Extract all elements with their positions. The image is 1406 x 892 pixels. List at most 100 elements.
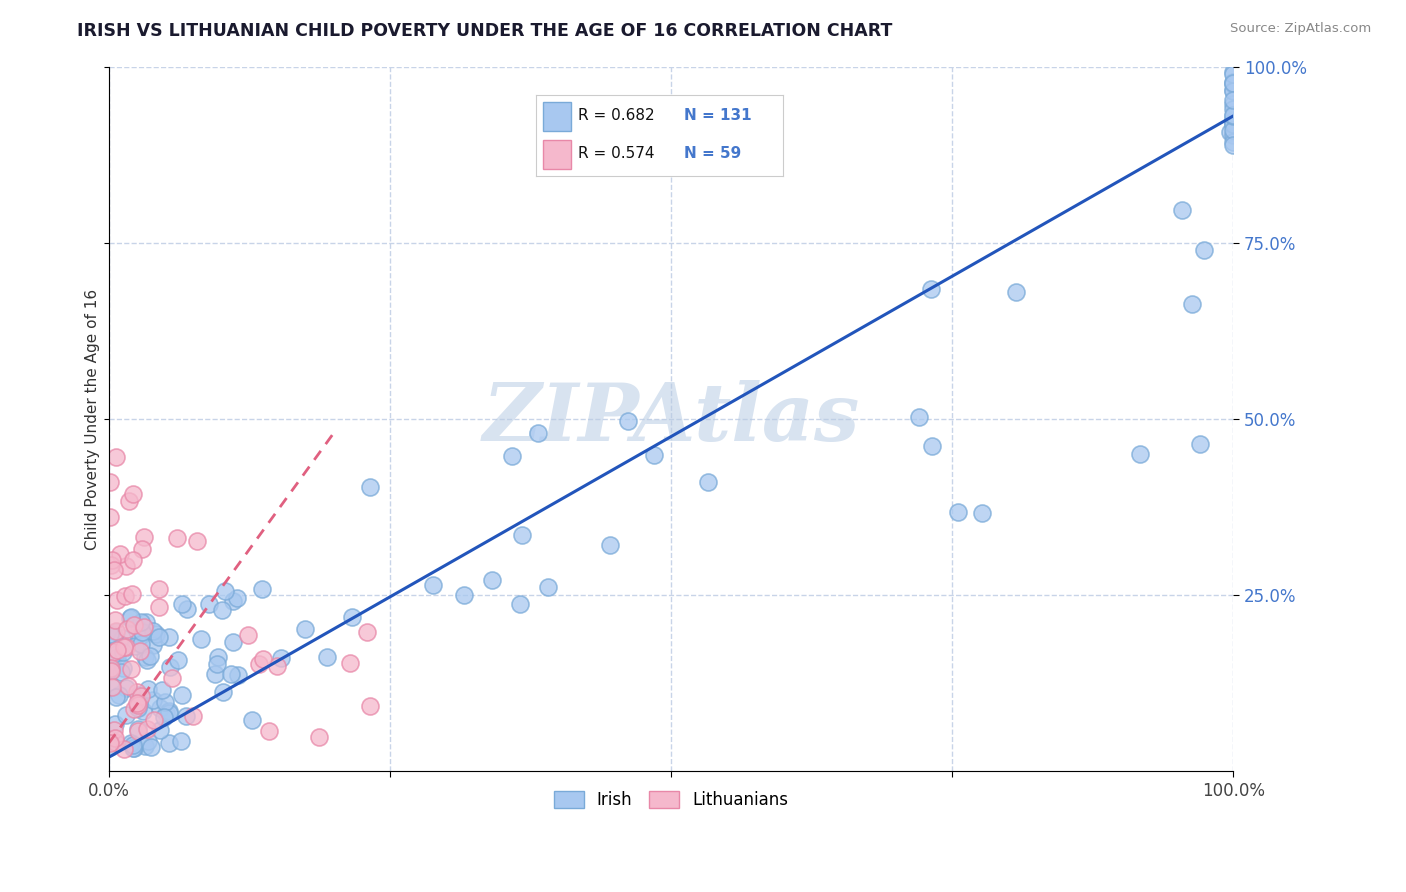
Point — [155, 695, 177, 709]
Point — [1222, 136, 1244, 150]
Point — [118, 494, 141, 508]
Point — [1222, 84, 1244, 98]
Point — [104, 613, 127, 627]
Point — [226, 668, 249, 682]
Point — [1219, 125, 1241, 139]
Point — [157, 706, 180, 720]
Point — [111, 661, 134, 675]
Point — [207, 650, 229, 665]
Point — [170, 734, 193, 748]
Point — [131, 541, 153, 556]
Point — [148, 701, 170, 715]
Point — [1222, 103, 1244, 117]
Point — [120, 610, 142, 624]
Point — [599, 538, 621, 552]
Point — [221, 634, 243, 648]
Point — [422, 577, 444, 591]
Point — [145, 627, 167, 641]
Point — [205, 657, 228, 671]
Point — [104, 734, 127, 748]
Point — [125, 685, 148, 699]
Point — [1171, 203, 1194, 218]
Point — [1222, 122, 1244, 136]
Point — [100, 662, 122, 676]
Point — [252, 652, 274, 666]
Point — [114, 559, 136, 574]
Point — [127, 723, 149, 737]
Point — [105, 624, 128, 638]
Point — [238, 628, 260, 642]
Point — [1129, 447, 1152, 461]
Point — [108, 548, 131, 562]
Point — [114, 640, 136, 655]
Point — [211, 603, 233, 617]
Point — [356, 625, 378, 640]
Point — [176, 602, 198, 616]
Point — [1189, 437, 1212, 451]
Point — [101, 680, 124, 694]
Point — [247, 657, 270, 672]
Point — [132, 620, 155, 634]
Point — [104, 735, 127, 749]
Point — [509, 597, 531, 611]
Point — [266, 659, 288, 673]
Point — [136, 681, 159, 696]
Point — [172, 597, 194, 611]
Point — [129, 689, 152, 703]
Point — [1222, 96, 1244, 111]
Point — [105, 593, 128, 607]
Point — [143, 713, 166, 727]
Point — [100, 664, 122, 678]
Point — [359, 480, 381, 494]
Point — [129, 637, 152, 651]
Point — [920, 282, 942, 296]
Point — [226, 591, 249, 605]
Point — [134, 739, 156, 754]
Point — [157, 704, 180, 718]
Point — [118, 611, 141, 625]
Point — [103, 723, 125, 738]
Point — [155, 706, 177, 720]
Point — [142, 693, 165, 707]
Point — [1222, 75, 1244, 89]
Point — [1181, 297, 1204, 311]
Point — [162, 671, 184, 685]
Point — [152, 710, 174, 724]
Point — [1222, 113, 1244, 128]
Point — [131, 705, 153, 719]
Point — [359, 698, 381, 713]
Point — [148, 600, 170, 615]
Point — [122, 618, 145, 632]
Point — [114, 708, 136, 723]
Point — [141, 740, 163, 755]
Point — [105, 450, 128, 464]
Point — [1194, 243, 1216, 257]
Point — [148, 630, 170, 644]
Point — [501, 449, 523, 463]
Point — [250, 582, 273, 596]
Point — [122, 741, 145, 756]
Point — [121, 487, 143, 501]
Point — [512, 527, 534, 541]
Point — [148, 723, 170, 738]
Point — [136, 734, 159, 748]
Point — [643, 448, 665, 462]
Point — [98, 740, 121, 755]
Point — [127, 724, 149, 739]
Point — [453, 588, 475, 602]
Point — [104, 731, 127, 745]
Point — [211, 685, 233, 699]
Point — [128, 696, 150, 710]
Point — [142, 638, 165, 652]
Point — [128, 694, 150, 708]
Point — [166, 531, 188, 545]
Point — [340, 610, 363, 624]
Point — [114, 589, 136, 603]
Point — [103, 645, 125, 659]
Point — [190, 632, 212, 646]
Point — [157, 630, 180, 644]
Point — [946, 505, 969, 519]
Point — [121, 553, 143, 567]
Point — [103, 629, 125, 643]
Point — [111, 631, 134, 645]
